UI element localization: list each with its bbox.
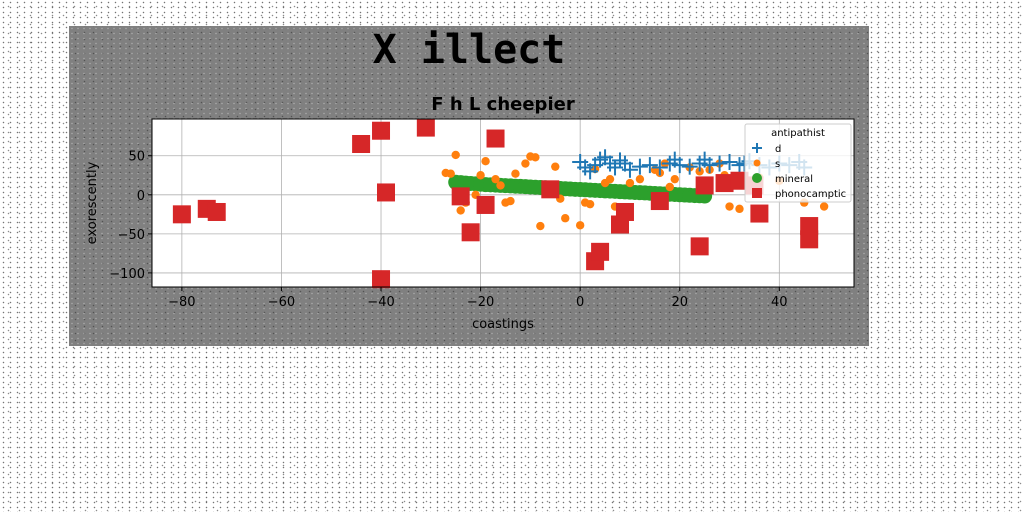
x-tick-label: −20 bbox=[467, 295, 494, 310]
chart-title: F h L cheepier bbox=[431, 94, 575, 115]
x-axis-label: coastings bbox=[472, 317, 534, 332]
data-point-d bbox=[641, 157, 658, 174]
legend-marker-phonocamptic bbox=[752, 188, 762, 198]
data-point-d bbox=[621, 161, 638, 178]
legend-label-mineral: mineral bbox=[775, 174, 813, 185]
data-point-d bbox=[671, 157, 688, 174]
data-point-phonocamptic bbox=[650, 192, 669, 211]
data-point-d bbox=[711, 155, 728, 172]
axis-ticks: −80 −60 −40 −20 0 20 40 −100 −50 0 50 bbox=[109, 150, 787, 310]
data-point-s bbox=[735, 204, 744, 214]
y-tick-label: −100 bbox=[109, 267, 145, 282]
data-point-phonocamptic bbox=[541, 180, 560, 199]
legend-marker-s bbox=[753, 159, 761, 167]
x-tick-label: 0 bbox=[576, 295, 584, 310]
data-point-phonocamptic bbox=[750, 204, 769, 223]
data-point-phonocamptic bbox=[416, 118, 435, 137]
data-point-s bbox=[819, 202, 829, 211]
legend-label-d: d bbox=[775, 144, 781, 155]
data-point-s bbox=[511, 169, 520, 178]
data-point-s bbox=[531, 153, 540, 162]
data-point-phonocamptic bbox=[451, 187, 470, 206]
data-point-phonocamptic bbox=[207, 202, 226, 221]
data-point-phonocamptic bbox=[690, 237, 709, 256]
legend-marker-d bbox=[752, 143, 762, 153]
x-tick-label: −80 bbox=[168, 295, 195, 310]
data-series bbox=[172, 118, 829, 289]
data-point-s bbox=[451, 150, 460, 160]
data-point-phonocamptic bbox=[372, 121, 391, 140]
data-point-d bbox=[701, 157, 718, 174]
data-point-s bbox=[481, 156, 490, 166]
x-tick-label: 20 bbox=[671, 295, 688, 310]
data-point-s bbox=[605, 174, 615, 184]
data-point-s bbox=[665, 182, 674, 192]
data-point-s bbox=[536, 221, 545, 231]
legend-label-s: s bbox=[775, 159, 780, 170]
data-point-phonocamptic bbox=[172, 205, 191, 224]
data-point-s bbox=[585, 199, 595, 209]
data-point-s bbox=[521, 159, 530, 168]
legend: antipathist ds mineral phonocamptic bbox=[744, 123, 852, 203]
data-point-phonocamptic bbox=[800, 230, 819, 249]
legend-label-phonocamptic: phonocamptic bbox=[775, 189, 846, 200]
x-tick-label: 40 bbox=[771, 295, 788, 310]
data-point-s bbox=[561, 214, 570, 223]
data-point-d bbox=[721, 153, 738, 170]
data-point-s bbox=[496, 181, 505, 190]
grid-lines bbox=[152, 119, 854, 287]
data-point-s bbox=[625, 178, 635, 188]
data-point-d bbox=[681, 158, 698, 175]
legend-title: antipathist bbox=[771, 128, 825, 139]
data-point-phonocamptic bbox=[695, 176, 714, 195]
y-axis-label: exorescently bbox=[85, 161, 100, 244]
data-point-s bbox=[476, 171, 485, 180]
y-tick-label: 50 bbox=[128, 150, 145, 165]
data-point-d bbox=[631, 158, 648, 175]
data-point-phonocamptic bbox=[730, 171, 749, 190]
data-point-phonocamptic bbox=[377, 183, 395, 202]
figure-suptitle: X illect bbox=[372, 27, 566, 73]
data-point-d bbox=[651, 159, 668, 176]
y-tick-label: −50 bbox=[118, 228, 145, 243]
data-point-phonocamptic bbox=[715, 174, 734, 193]
data-point-s bbox=[446, 169, 455, 178]
data-point-s bbox=[725, 202, 734, 211]
x-tick-label: −60 bbox=[268, 295, 295, 310]
data-point-phonocamptic bbox=[486, 129, 505, 148]
data-point-s bbox=[456, 206, 465, 215]
data-point-phonocamptic bbox=[591, 242, 610, 261]
y-tick-label: 0 bbox=[137, 189, 145, 204]
x-tick-label: −40 bbox=[367, 295, 394, 310]
legend-box bbox=[744, 123, 852, 203]
data-point-s bbox=[670, 174, 679, 184]
data-point-phonocamptic bbox=[615, 202, 634, 221]
data-point-s bbox=[635, 174, 645, 184]
legend-marker-mineral bbox=[752, 173, 762, 183]
data-point-s bbox=[506, 196, 515, 206]
plot-frame bbox=[151, 118, 855, 288]
data-point-phonocamptic bbox=[372, 270, 391, 289]
data-point-s bbox=[575, 221, 585, 230]
data-point-s bbox=[491, 174, 500, 184]
data-point-phonocamptic bbox=[476, 195, 495, 214]
data-point-s bbox=[551, 162, 560, 171]
data-point-phonocamptic bbox=[461, 223, 480, 242]
data-point-phonocamptic bbox=[352, 135, 371, 154]
